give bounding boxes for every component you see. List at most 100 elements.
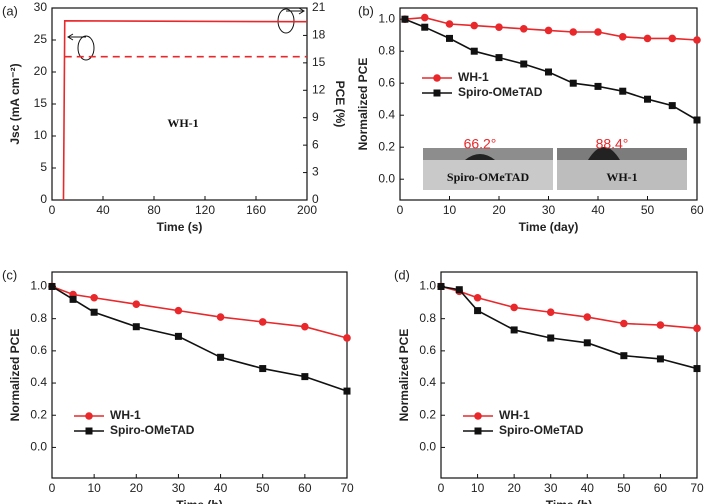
panel-label: (d): [394, 267, 410, 282]
y2-tick-label: 15: [312, 55, 326, 69]
marker: [301, 322, 309, 331]
legend-label: Spiro-OMeTAD: [110, 423, 195, 437]
marker: [69, 295, 77, 303]
panel-label: (a): [2, 3, 18, 18]
marker: [446, 34, 453, 42]
x-tick-label: 200: [297, 203, 317, 217]
marker: [618, 33, 627, 41]
y-tick-label: 0.6: [378, 75, 395, 89]
x-axis-title: Time (h): [546, 498, 592, 504]
x-tick-label: 0: [438, 481, 445, 495]
annotation: 66.2°: [464, 136, 497, 152]
marker: [620, 352, 628, 360]
marker: [433, 89, 441, 97]
marker: [495, 23, 503, 32]
marker: [217, 353, 225, 361]
x-tick-label: 50: [617, 481, 631, 495]
y-tick-label: 0.6: [30, 343, 47, 357]
marker: [569, 28, 578, 36]
x-tick-label: 80: [147, 203, 161, 217]
y-tick-label: 0.8: [30, 311, 47, 325]
marker: [656, 355, 664, 363]
marker: [546, 308, 555, 317]
x-axis-title: Time (day): [519, 220, 579, 234]
marker: [85, 427, 93, 435]
marker: [668, 102, 676, 110]
series-line: [62, 19, 308, 201]
axis-indicators: [67, 7, 305, 61]
marker: [420, 13, 429, 22]
marker: [569, 79, 577, 87]
marker: [90, 308, 98, 316]
marker: [433, 74, 441, 82]
y2-tick-label: 18: [312, 28, 326, 42]
x-tick-label: 10: [471, 481, 485, 495]
y2-tick-label: 21: [312, 0, 326, 14]
marker: [473, 293, 482, 302]
marker: [474, 427, 482, 435]
x-tick-label: 160: [246, 203, 266, 217]
y-tick-label: 0.0: [30, 440, 47, 454]
y-tick-label: 0.4: [30, 375, 47, 389]
y2-tick-label: 9: [312, 110, 319, 124]
annotation: WH-1: [167, 116, 198, 130]
marker: [301, 373, 309, 381]
marker: [259, 365, 267, 373]
legend-label: Spiro-OMeTAD: [458, 85, 543, 99]
x-axis-title: Time (s): [157, 220, 203, 234]
y-tick-label: 30: [34, 0, 48, 14]
y-tick-label: 25: [34, 32, 48, 46]
y-tick-label: 1.0: [30, 279, 47, 293]
y-tick-label: 0.2: [419, 407, 436, 421]
y-axis-title: Normalized PCE: [397, 329, 411, 422]
marker: [693, 36, 701, 44]
marker: [519, 25, 528, 33]
y-tick-label: 0.8: [378, 43, 395, 57]
y-tick-label: 0.8: [419, 311, 436, 325]
x-tick-label: 0: [397, 203, 404, 217]
x-tick-label: 10: [87, 481, 101, 495]
marker: [495, 54, 503, 62]
marker: [48, 282, 56, 290]
x-tick-label: 20: [130, 481, 144, 495]
marker: [545, 68, 552, 76]
marker: [547, 334, 555, 342]
x-axis-title: Time (h): [176, 498, 222, 504]
y2-tick-label: 12: [312, 82, 326, 96]
y-axis-title: Normalized PCE: [356, 58, 370, 151]
marker: [594, 28, 602, 36]
x-tick-label: 40: [591, 203, 605, 217]
x-tick-label: 50: [256, 481, 270, 495]
y-tick-label: 0.2: [30, 407, 47, 421]
marker: [644, 95, 651, 103]
marker: [132, 323, 140, 331]
marker: [544, 26, 553, 35]
y-tick-label: 1.0: [419, 279, 436, 293]
marker: [174, 306, 183, 315]
marker: [258, 318, 267, 326]
marker: [174, 332, 182, 340]
y-tick-label: 0.0: [378, 171, 395, 185]
marker: [693, 365, 701, 373]
x-tick-label: 40: [581, 481, 595, 495]
marker: [132, 300, 141, 308]
x-tick-label: 0: [49, 481, 56, 495]
marker: [619, 87, 627, 95]
marker: [445, 20, 454, 28]
x-tick-label: 70: [690, 481, 704, 495]
annotation: 88.4°: [596, 136, 629, 152]
plot-frame: [440, 271, 698, 479]
y-tick-label: 20: [34, 64, 48, 78]
y-tick-label: 1.0: [378, 11, 395, 25]
x-tick-label: 30: [544, 481, 558, 495]
marker: [455, 286, 463, 294]
panel-label: (b): [358, 3, 374, 18]
x-tick-label: 60: [298, 481, 312, 495]
annotation: WH-1: [606, 170, 637, 184]
marker: [474, 412, 482, 420]
legend-label: Spiro-OMeTAD: [499, 423, 584, 437]
x-tick-label: 60: [690, 203, 704, 217]
marker: [583, 313, 592, 321]
y-tick-label: 0: [40, 192, 47, 206]
